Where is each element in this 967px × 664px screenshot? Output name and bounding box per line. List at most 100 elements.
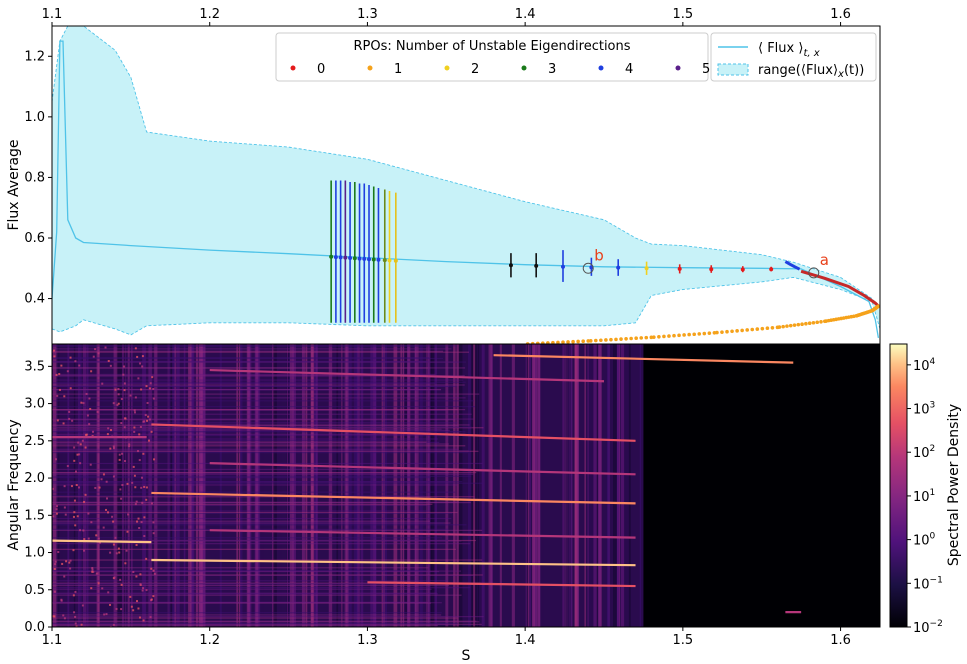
- rpo-point: [560, 264, 565, 269]
- spectrogram-speckle: [88, 397, 91, 400]
- spectrogram-speckle: [145, 498, 148, 501]
- spectrogram-streak: [52, 510, 430, 512]
- spectrogram-speckle: [136, 355, 139, 358]
- annotation-marker: [808, 267, 820, 279]
- spectrogram-column: [625, 344, 629, 627]
- spectrogram-speckle: [54, 560, 57, 563]
- spectrogram-speckle: [141, 476, 144, 479]
- rpo-point: [508, 263, 513, 268]
- spectrogram-speckle: [153, 458, 156, 461]
- spectrogram-speckle: [136, 450, 139, 453]
- rpo-branch-point: [745, 328, 750, 332]
- spectrogram-speckle: [138, 526, 141, 529]
- spectrogram-column: [583, 344, 585, 627]
- rpo-point: [329, 254, 334, 259]
- spectrogram-speckle: [69, 356, 72, 359]
- spectrogram-speckle: [90, 587, 93, 590]
- spectrogram-streak: [52, 385, 457, 388]
- rpo-legend-label: 3: [548, 62, 556, 77]
- rpo-branch-line: [800, 269, 880, 308]
- spectrogram-speckle: [70, 485, 73, 488]
- spectrogram-speckle: [132, 465, 135, 468]
- rpo-point: [352, 256, 357, 261]
- spectrogram-speckle: [115, 607, 118, 610]
- spectrogram-speckle: [131, 481, 134, 484]
- rpo-branch-point: [609, 337, 613, 342]
- rpo-point: [644, 266, 649, 271]
- spectrogram-speckle: [139, 573, 142, 576]
- spectrogram-speckle: [68, 410, 71, 413]
- spectrogram-speckle: [73, 611, 76, 614]
- rpo-branch-point: [634, 336, 638, 341]
- spectrogram-streak: [52, 471, 477, 474]
- spectrogram-speckle: [113, 576, 116, 579]
- flux-range-lower-edge: [52, 276, 880, 336]
- spectrogram-speckle: [142, 619, 145, 622]
- spectrogram-speckle: [120, 422, 123, 425]
- spectrogram-speckle: [150, 502, 153, 505]
- rpo-branch-point: [556, 340, 560, 344]
- spectrogram-speckle: [133, 409, 136, 412]
- spectrogram-speckle: [137, 517, 140, 520]
- flux-y-axis-label: Flux Average: [6, 139, 22, 230]
- spectrogram-streak: [52, 428, 442, 430]
- rpo-branch-point: [730, 329, 734, 334]
- spectrogram-speckle: [109, 447, 112, 450]
- spectrogram-panel: 1.1 1.2 1.3 1.4 1.5 1.6 0.0 0.5 1.0 1.5 2.0 2.5 3.0…: [6, 343, 962, 664]
- rpo-point: [362, 256, 367, 261]
- rpo-branch-line: [784, 260, 801, 271]
- colorbar-tick-label: 103: [913, 401, 935, 418]
- annotation-label: b: [594, 246, 604, 264]
- spectrogram-speckle: [109, 364, 112, 367]
- spectrogram-speckle: [90, 370, 93, 373]
- spectrogram-speckle: [63, 617, 66, 620]
- spectrogram-speckle: [58, 373, 61, 376]
- spectrogram-speckle: [76, 453, 79, 456]
- spectrogram-speckle: [57, 551, 60, 554]
- spectrogram-speckle: [79, 462, 82, 465]
- rpo-point: [387, 258, 392, 263]
- spectrogram-speckle: [114, 388, 117, 391]
- rpo-branch-point: [599, 338, 603, 343]
- spectrogram-column: [619, 344, 621, 627]
- spectrogram-speckle: [133, 426, 136, 429]
- rpo-point: [382, 258, 387, 263]
- spectrogram-speckle: [129, 595, 132, 598]
- spectrogram-streak: [52, 475, 472, 477]
- rpo-branch-point: [546, 341, 550, 344]
- spectrogram-speckle: [152, 595, 155, 598]
- rpo-point: [393, 258, 398, 263]
- rpo-branch-point: [755, 327, 760, 331]
- spectrogram-streak: [52, 445, 466, 447]
- rpo-branch-point: [687, 332, 691, 337]
- spectrogram-column: [566, 344, 571, 627]
- spectrogram-streak: [52, 594, 462, 596]
- flux-legend-line-label: ⟨ Flux ⟩: [758, 41, 803, 56]
- spectrogram-speckle: [53, 355, 56, 358]
- rpo-branch-point: [740, 328, 744, 333]
- flux-legend-range-text: range(⟨Flux⟩x(t)): [758, 63, 864, 80]
- colorbar-gradient: [889, 343, 908, 628]
- annotation-label: a: [820, 251, 829, 269]
- bottom-y-tick-label: 0.0: [24, 620, 45, 635]
- spectrogram-streak: [52, 397, 466, 399]
- spectrogram-speckle: [78, 453, 81, 456]
- spectrogram-speckle: [106, 497, 109, 500]
- spectrogram-speckle: [109, 551, 112, 554]
- spectrogram-streak: [52, 357, 443, 360]
- bottom-x-tick-label: 1.4: [515, 633, 536, 648]
- rpo-branch-point: [788, 323, 793, 328]
- spectrogram-streak: [52, 574, 483, 576]
- spectral-ridges: [52, 354, 802, 614]
- rpo-point: [371, 257, 376, 262]
- spectrogram-speckle: [89, 463, 92, 466]
- colorbar-label: Spectral Power Density: [946, 404, 962, 566]
- spectrogram-streak: [52, 350, 444, 352]
- spectrogram-column: [613, 344, 617, 627]
- rpo-branch-point: [535, 341, 540, 344]
- spectrogram-speckle: [140, 388, 143, 391]
- spectrogram-speckle: [134, 503, 137, 506]
- spectrogram-speckle: [134, 486, 137, 489]
- spectrogram-speckle: [83, 538, 86, 541]
- spectrogram-speckle: [137, 607, 140, 610]
